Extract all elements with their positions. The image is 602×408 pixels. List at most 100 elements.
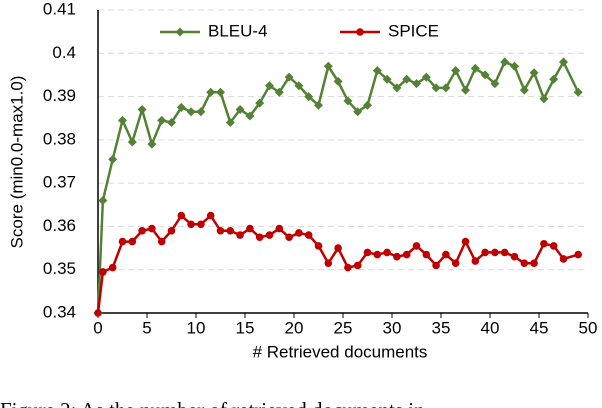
point (275, 224, 284, 233)
point (539, 94, 549, 104)
point (176, 102, 186, 112)
point (441, 83, 451, 93)
point (206, 211, 215, 220)
point (148, 224, 156, 233)
point (421, 72, 431, 82)
point (363, 100, 372, 110)
point (500, 248, 509, 257)
series-line (96, 59, 580, 314)
point (186, 107, 196, 117)
y-tick-label: 0.41 (43, 0, 76, 18)
point (118, 115, 127, 125)
point (412, 79, 421, 89)
point (94, 309, 102, 317)
point (549, 74, 559, 84)
y-tick-label: 0.34 (43, 302, 76, 321)
point (363, 248, 372, 257)
legend-marker (356, 28, 364, 36)
point (108, 154, 118, 164)
point (442, 250, 450, 259)
point (177, 211, 186, 220)
x-tick-label: 10 (187, 318, 206, 337)
x-axis-label: # Retrieved documents (253, 342, 428, 361)
point (412, 242, 421, 250)
point (137, 105, 147, 115)
point (373, 250, 382, 259)
y-tick-label: 0.36 (43, 216, 76, 235)
point (246, 224, 254, 233)
point (314, 100, 323, 110)
point (402, 74, 412, 84)
y-tick-label: 0.4 (52, 43, 76, 62)
point (265, 81, 274, 91)
legend-label: SPICE (388, 21, 439, 40)
point (510, 252, 519, 261)
x-tick-label: 35 (432, 318, 451, 337)
point (481, 248, 489, 257)
point (324, 259, 333, 268)
x-tick-label: 30 (383, 318, 402, 337)
point (157, 237, 166, 246)
point (471, 257, 480, 265)
point (490, 79, 500, 89)
point (510, 61, 519, 71)
point (574, 250, 582, 259)
point (206, 87, 216, 97)
point (304, 92, 314, 102)
point (431, 83, 441, 93)
point (127, 137, 137, 147)
point (491, 248, 499, 257)
x-tick-label: 45 (530, 318, 549, 337)
point (98, 195, 108, 205)
point (245, 111, 255, 121)
x-tick-label: 0 (93, 318, 102, 337)
x-tick-label: 25 (334, 318, 353, 337)
point (167, 226, 176, 235)
point (451, 66, 461, 76)
point (274, 87, 284, 97)
point (334, 244, 342, 252)
point (520, 259, 529, 268)
point (157, 115, 167, 125)
y-tick-label: 0.39 (43, 86, 76, 105)
point (529, 68, 539, 78)
y-tick-label: 0.35 (43, 259, 76, 278)
point (372, 66, 382, 76)
y-tick-label: 0.37 (43, 173, 76, 192)
point (225, 118, 235, 128)
x-tick-label: 20 (285, 318, 304, 337)
point (422, 250, 431, 259)
x-tick-label: 40 (481, 318, 500, 337)
point (295, 229, 303, 237)
point (393, 252, 401, 261)
point (255, 98, 265, 108)
point (559, 57, 568, 67)
point (383, 248, 391, 257)
point (294, 81, 304, 91)
point (500, 57, 510, 67)
point (480, 70, 490, 80)
legend-marker (175, 27, 185, 37)
point (285, 233, 293, 242)
x-tick-label: 5 (142, 318, 151, 337)
point (304, 231, 313, 239)
point (147, 139, 157, 149)
point (314, 242, 323, 250)
point (549, 242, 558, 250)
y-axis-label: Score (min0.0-max1.0) (7, 76, 26, 249)
point (99, 268, 107, 276)
point (573, 87, 583, 97)
point (108, 263, 117, 272)
point (226, 226, 235, 235)
point (382, 74, 392, 84)
point (559, 255, 568, 263)
point (540, 239, 548, 248)
point (392, 83, 402, 93)
point (470, 63, 480, 73)
caption: Figure 2: As the number of retrieved doc… (0, 398, 425, 408)
point (216, 87, 225, 97)
point (519, 85, 529, 95)
point (432, 261, 440, 270)
point (128, 237, 137, 246)
